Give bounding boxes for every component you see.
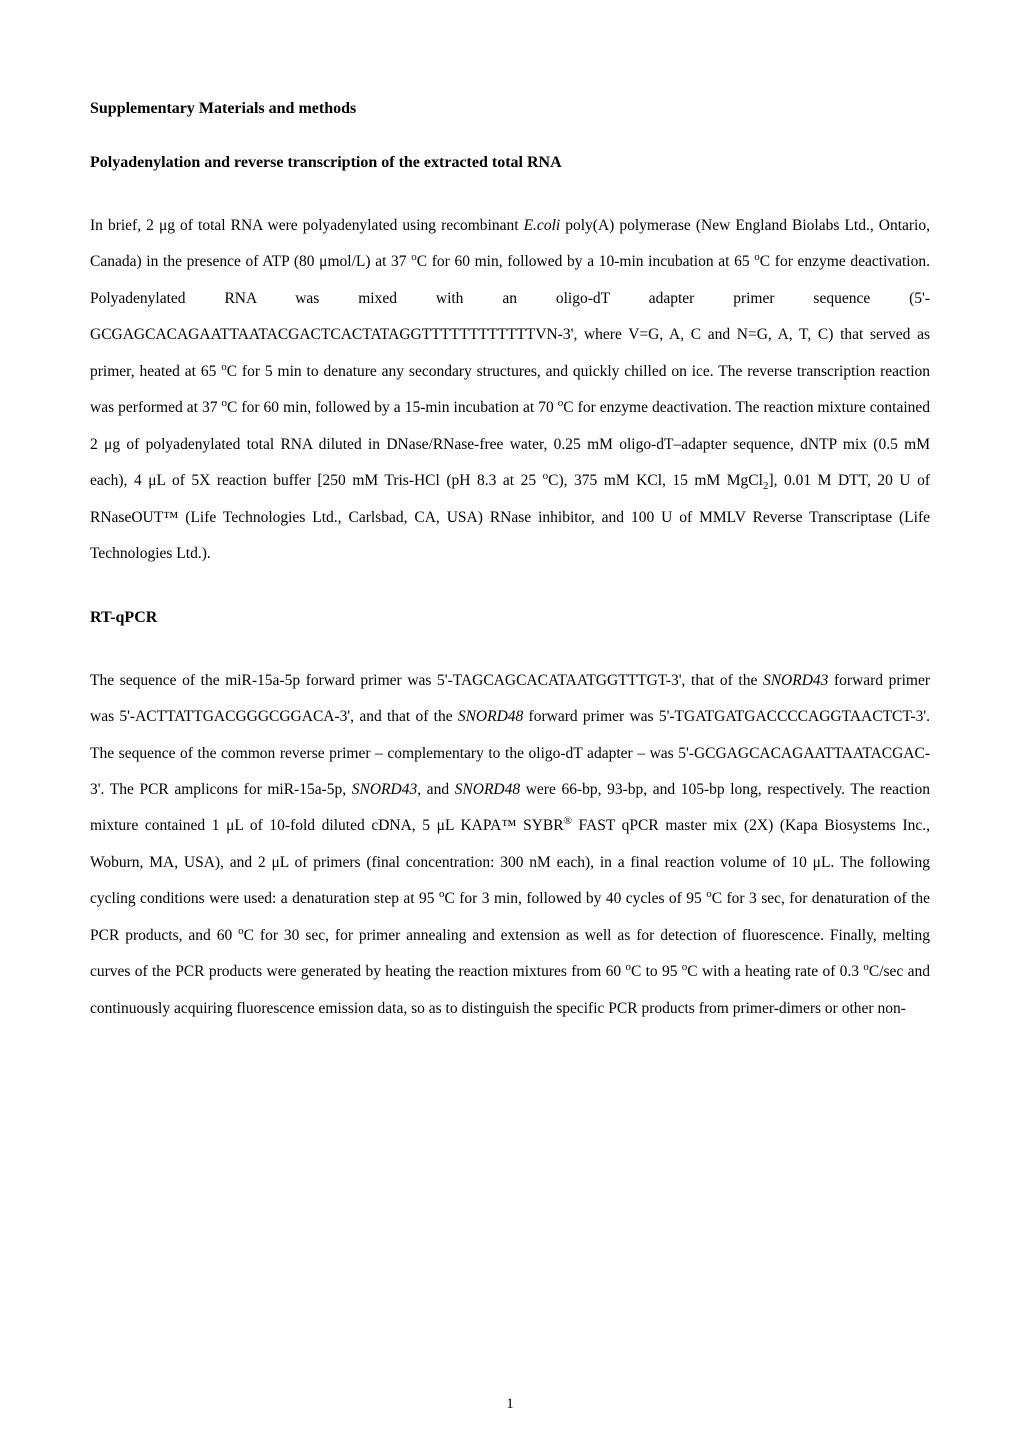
paragraph-1: In brief, 2 μg of total RNA were polyade… xyxy=(90,208,930,573)
paragraph-2: The sequence of the miR-15a-5p forward p… xyxy=(90,663,930,1027)
p2-italic-b: SNORD43 xyxy=(763,672,828,689)
p2-text-g: , and xyxy=(417,781,454,798)
section2-heading: RT-qPCR xyxy=(90,609,930,627)
page-number: 1 xyxy=(506,1396,514,1413)
p2-italic-h: SNORD48 xyxy=(455,781,520,798)
p2-italic-f: SNORD43 xyxy=(352,781,417,798)
p1-text-k: C for 60 min, followed by a 15-min incub… xyxy=(227,399,558,416)
p2-italic-d: SNORD48 xyxy=(458,708,523,725)
p2-text-s: C to 95 xyxy=(631,963,682,980)
p2-text-u: C with a heating rate of 0.3 xyxy=(687,963,863,980)
main-heading: Supplementary Materials and methods xyxy=(90,100,930,118)
p2-sup-j: ® xyxy=(564,815,572,827)
section1-heading: Polyadenylation and reverse transcriptio… xyxy=(90,154,930,172)
p1-text-e: C for 60 min, followed by a 10-min incub… xyxy=(417,253,755,270)
p1-italic-b: E.coli xyxy=(524,217,561,234)
p2-text-a: The sequence of the miR-15a-5p forward p… xyxy=(90,672,763,689)
p1-text-a: In brief, 2 μg of total RNA were polyade… xyxy=(90,217,524,234)
p1-text-g: C for enzyme deactivation. Polyadenylate… xyxy=(90,253,930,379)
p1-text-o: C), 375 mM KCl, 15 mM MgCl xyxy=(548,472,763,489)
p2-text-m: C for 3 min, followed by 40 cycles of 95 xyxy=(444,890,706,907)
